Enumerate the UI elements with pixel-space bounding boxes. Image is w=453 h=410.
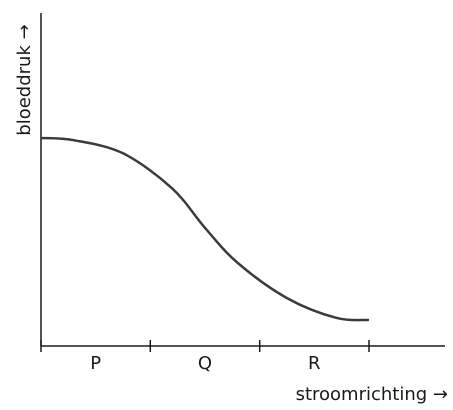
category-label-r: R bbox=[308, 353, 321, 374]
x-ticks bbox=[40, 340, 370, 352]
category-label-q: Q bbox=[198, 353, 212, 374]
category-label-p: P bbox=[90, 353, 101, 374]
y-axis-label: bloeddruk → bbox=[14, 24, 35, 135]
category-labels: P Q R bbox=[90, 353, 320, 374]
series-line bbox=[40, 136, 370, 322]
x-axis-label: stroomrichting → bbox=[296, 384, 448, 405]
